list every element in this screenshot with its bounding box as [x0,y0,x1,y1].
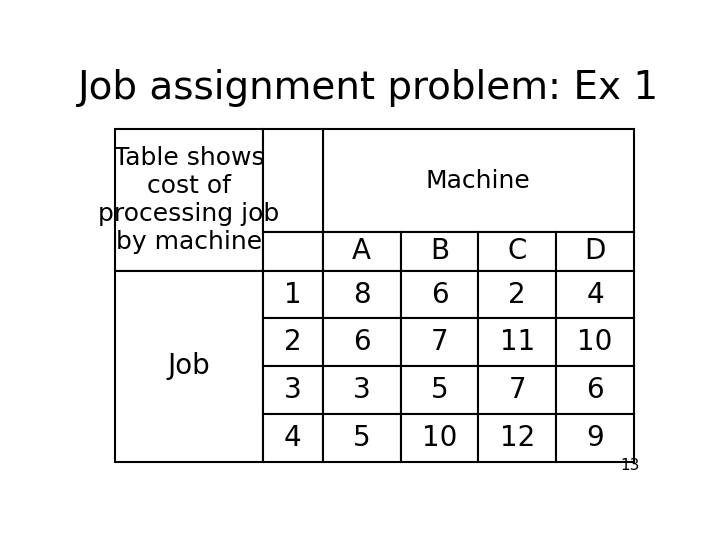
Text: 7: 7 [508,376,526,404]
Bar [323,232,400,271]
Text: D: D [585,238,606,266]
Bar [263,232,323,271]
Text: C: C [508,238,527,266]
Text: 2: 2 [284,328,302,356]
Text: 13: 13 [620,458,639,473]
Bar [115,129,263,271]
Text: 6: 6 [586,376,604,404]
Bar [400,232,478,271]
Text: 7: 7 [431,328,449,356]
Bar [323,271,400,319]
Bar [263,271,323,319]
Bar [478,366,557,414]
Bar [115,271,263,462]
Text: Job assignment problem: Ex 1: Job assignment problem: Ex 1 [78,69,660,107]
Bar [263,129,323,232]
Text: Machine: Machine [426,169,531,193]
Text: A: A [352,238,371,266]
Bar [323,319,400,366]
Bar [478,271,557,319]
Text: 6: 6 [353,328,370,356]
Bar [478,414,557,462]
Text: 3: 3 [284,376,302,404]
Bar [557,366,634,414]
Text: 10: 10 [577,328,613,356]
Text: 1: 1 [284,280,302,308]
Text: 12: 12 [500,424,535,452]
Text: 5: 5 [431,376,449,404]
Bar [557,232,634,271]
Text: 5: 5 [353,424,370,452]
Bar [263,414,323,462]
Text: 6: 6 [431,280,449,308]
Bar [263,319,323,366]
Bar [323,414,400,462]
Text: 2: 2 [508,280,526,308]
Bar [400,366,478,414]
Bar [557,319,634,366]
Text: 10: 10 [422,424,457,452]
Bar [557,414,634,462]
Bar [323,129,634,232]
Text: Table shows
cost of
processing job
by machine: Table shows cost of processing job by ma… [99,146,279,254]
Text: B: B [430,238,449,266]
Bar [557,271,634,319]
Text: Job: Job [168,352,210,380]
Text: 4: 4 [284,424,302,452]
Bar [263,366,323,414]
Text: 8: 8 [353,280,370,308]
Text: 9: 9 [586,424,604,452]
Text: 4: 4 [586,280,604,308]
Bar [400,414,478,462]
Bar [323,366,400,414]
Bar [400,319,478,366]
Bar [400,271,478,319]
Bar [478,232,557,271]
Text: 3: 3 [353,376,371,404]
Bar [478,319,557,366]
Text: 11: 11 [500,328,535,356]
